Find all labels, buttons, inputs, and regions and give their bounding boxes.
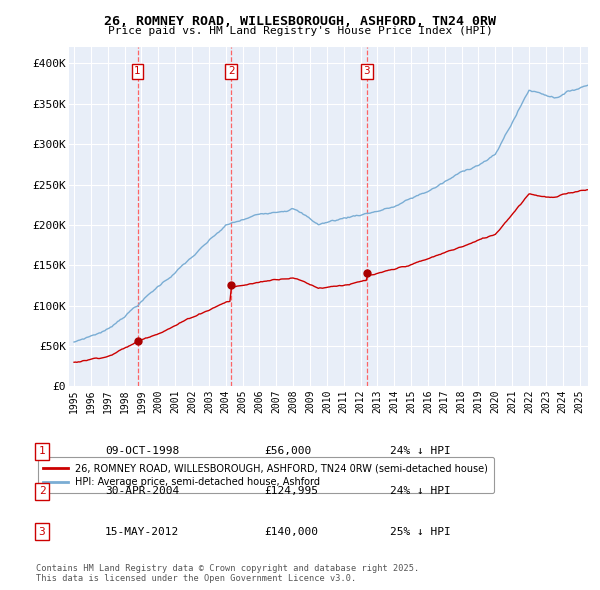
Text: £56,000: £56,000 <box>264 447 311 456</box>
Text: 24% ↓ HPI: 24% ↓ HPI <box>390 447 451 456</box>
Text: 3: 3 <box>38 527 46 536</box>
Text: 3: 3 <box>364 67 370 77</box>
Text: 24% ↓ HPI: 24% ↓ HPI <box>390 487 451 496</box>
Text: 26, ROMNEY ROAD, WILLESBOROUGH, ASHFORD, TN24 0RW: 26, ROMNEY ROAD, WILLESBOROUGH, ASHFORD,… <box>104 15 496 28</box>
Text: 1: 1 <box>38 447 46 456</box>
Text: 30-APR-2004: 30-APR-2004 <box>105 487 179 496</box>
Text: 09-OCT-1998: 09-OCT-1998 <box>105 447 179 456</box>
Text: Contains HM Land Registry data © Crown copyright and database right 2025.
This d: Contains HM Land Registry data © Crown c… <box>36 563 419 583</box>
Text: 1: 1 <box>134 67 141 77</box>
Text: 25% ↓ HPI: 25% ↓ HPI <box>390 527 451 536</box>
Text: £140,000: £140,000 <box>264 527 318 536</box>
Legend: 26, ROMNEY ROAD, WILLESBOROUGH, ASHFORD, TN24 0RW (semi-detached house), HPI: Av: 26, ROMNEY ROAD, WILLESBOROUGH, ASHFORD,… <box>38 457 494 493</box>
Text: 15-MAY-2012: 15-MAY-2012 <box>105 527 179 536</box>
Text: £124,995: £124,995 <box>264 487 318 496</box>
Text: Price paid vs. HM Land Registry's House Price Index (HPI): Price paid vs. HM Land Registry's House … <box>107 26 493 36</box>
Text: 2: 2 <box>228 67 235 77</box>
Text: 2: 2 <box>38 487 46 496</box>
